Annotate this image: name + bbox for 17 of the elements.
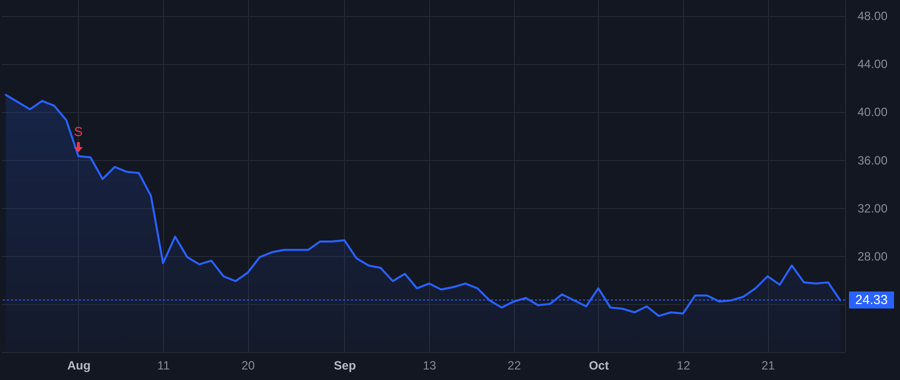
- y-tick-label: 32.00: [858, 201, 888, 216]
- y-tick-label: 36.00: [858, 153, 888, 168]
- y-tick-label: 48.00: [858, 9, 888, 24]
- x-tick-label: 21: [761, 358, 776, 372]
- y-tick-label: 40.00: [858, 105, 888, 120]
- x-tick-label: Aug: [67, 358, 91, 372]
- x-tick-label: 20: [241, 358, 256, 372]
- x-tick-label: Oct: [588, 358, 609, 372]
- annotation: S: [74, 124, 84, 140]
- x-tick-label: 11: [157, 358, 170, 372]
- ref-line-label: 24.33: [855, 292, 888, 307]
- x-tick-label: 22: [508, 358, 522, 372]
- y-tick-label: 28.00: [858, 249, 888, 264]
- x-tick-label: 13: [422, 358, 437, 372]
- y-tick-label: 44.00: [858, 57, 888, 72]
- x-tick-label: Sep: [334, 358, 356, 372]
- x-tick-label: 12: [676, 358, 690, 372]
